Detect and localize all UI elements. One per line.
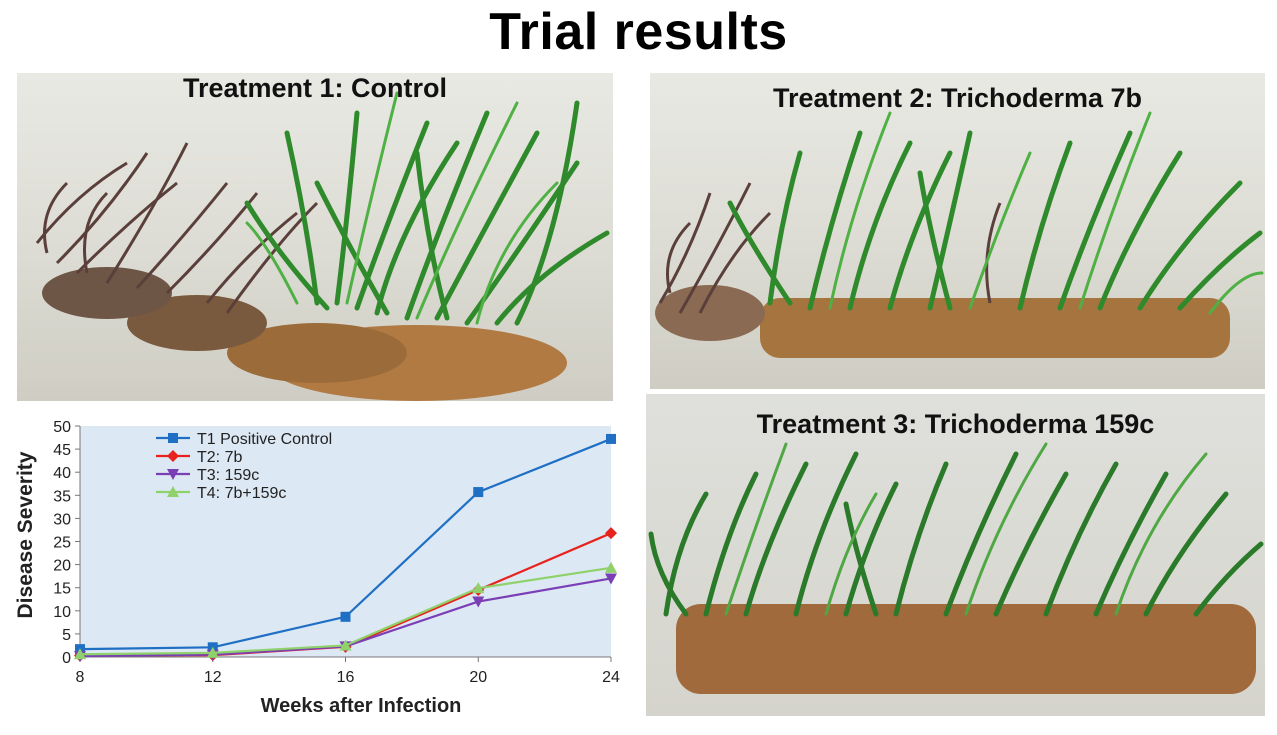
seedlings-illustration-159c [648, 442, 1264, 694]
y-tick-label: 25 [53, 535, 71, 552]
legend-marker [167, 486, 179, 497]
data-point [605, 573, 617, 585]
x-axis-label: Weeks after Infection [261, 695, 462, 717]
slide-title: Trial results [489, 3, 788, 61]
x-tick-label: 16 [337, 669, 355, 686]
disease-severity-chart: 0 5 10 15 20 25 30 35 40 45 50 8 12 16 20 24 T1 Positi… [0, 410, 640, 730]
data-point [339, 639, 352, 651]
y-tick-label: 10 [53, 604, 71, 621]
y-tick-label: 50 [53, 419, 71, 436]
y-axis-label: Disease Severity [14, 451, 37, 618]
data-point [472, 582, 485, 594]
legend-label: T2: 7b [197, 449, 242, 466]
y-tick-label: 15 [53, 581, 71, 598]
photo-treatment-3: Treatment 3: Trichoderma 159c [646, 394, 1265, 716]
legend-marker [167, 469, 179, 480]
x-tick-label: 20 [469, 669, 487, 686]
x-tick-label: 24 [602, 669, 620, 686]
data-point [605, 527, 617, 540]
photo-caption-treatment-2: Treatment 2: Trichoderma 7b [772, 83, 1143, 113]
legend-entry-3: T3: 159c [156, 467, 259, 484]
photo-treatment-2: Treatment 2: Trichoderma 7b [650, 73, 1265, 389]
seedlings-illustration-control [35, 91, 610, 401]
legend-marker [167, 450, 179, 462]
data-point [473, 487, 484, 498]
y-tick-label: 20 [53, 558, 71, 575]
legend-entry-1: T1 Positive Control [156, 431, 332, 448]
legend-entry-2: T2: 7b [156, 449, 242, 466]
legend-label: T3: 159c [197, 467, 259, 484]
x-tick-label: 8 [76, 669, 85, 686]
data-point [340, 611, 351, 622]
photo-treatment-1: Treatment 1: Control [17, 73, 613, 401]
photo-caption-treatment-1: Treatment 1: Control [182, 73, 448, 103]
y-tick-label: 5 [62, 627, 71, 644]
seedlings-illustration-7b [655, 111, 1264, 358]
data-point [74, 648, 86, 660]
legend-label: T1 Positive Control [197, 431, 332, 448]
legend-entry-4: T4: 7b+159c [156, 485, 286, 502]
y-tick-label: 35 [53, 488, 71, 505]
data-point [605, 561, 617, 573]
plot-area [80, 426, 611, 657]
y-tick-label: 30 [53, 511, 71, 528]
x-tick-label: 12 [204, 669, 222, 686]
y-tick-label: 0 [62, 650, 71, 667]
legend-label: T4: 7b+159c [197, 485, 286, 502]
series-4 [74, 561, 617, 660]
photo-caption-treatment-3: Treatment 3: Trichoderma 159c [756, 409, 1155, 439]
y-tick-label: 45 [53, 442, 71, 459]
data-point [472, 596, 485, 608]
chart-svg: 0 5 10 15 20 25 30 35 40 45 50 8 12 16 20 24 T1 Positi… [14, 419, 620, 717]
data-point [606, 433, 616, 444]
y-tick-label: 40 [53, 465, 71, 482]
legend-marker [168, 433, 178, 443]
data-point [206, 646, 219, 658]
